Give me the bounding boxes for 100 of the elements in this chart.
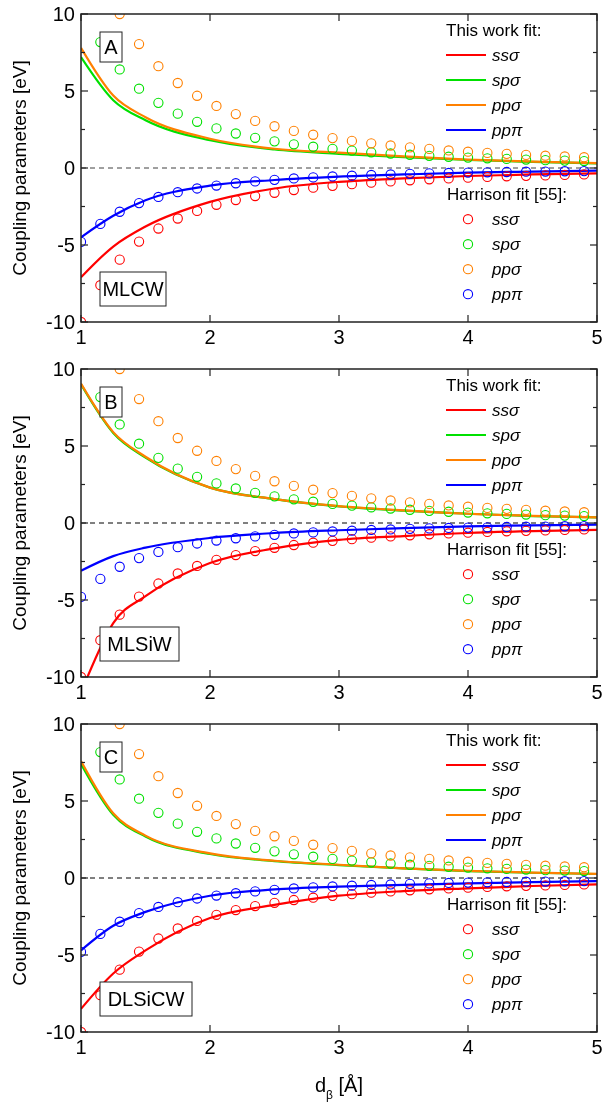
point [211, 535, 222, 546]
y-tick-label: -5 [57, 589, 75, 612]
legend-label: ppπ [491, 121, 523, 141]
point [269, 136, 280, 147]
point [424, 860, 435, 871]
point [269, 187, 280, 198]
point [269, 491, 280, 502]
point [443, 855, 454, 866]
point [520, 525, 532, 536]
point [385, 879, 396, 890]
point [172, 108, 183, 119]
x-tick-label: 1 [75, 326, 87, 348]
point [578, 155, 590, 167]
point [443, 173, 454, 184]
point [133, 946, 145, 957]
point [501, 166, 512, 178]
point [482, 522, 493, 533]
point [559, 879, 570, 891]
point [211, 478, 222, 489]
point [424, 523, 435, 534]
point [520, 880, 532, 891]
legend-label: ppσ [491, 451, 522, 471]
point [269, 121, 280, 132]
point [308, 839, 319, 850]
point [443, 151, 454, 162]
y-tick-label: 0 [63, 157, 75, 180]
point [482, 153, 493, 164]
point [211, 123, 222, 134]
point [578, 520, 590, 532]
legend-label: ppπ [491, 476, 523, 496]
y-tick-label: 10 [52, 358, 75, 381]
point [327, 143, 338, 155]
y-tick-label: -10 [46, 666, 75, 689]
point [540, 170, 551, 181]
point [559, 166, 570, 177]
point [288, 528, 299, 539]
point [366, 138, 377, 149]
point [327, 853, 338, 865]
point [366, 169, 377, 181]
point [346, 880, 358, 891]
point [250, 545, 261, 557]
point [95, 928, 106, 940]
text: Harrison fit [55]: [447, 540, 567, 560]
point [114, 916, 125, 927]
point [191, 800, 203, 811]
point [153, 97, 164, 109]
point [172, 542, 183, 553]
y-axis-title: Coupling parameters [eV] [9, 770, 30, 986]
point [250, 176, 261, 187]
y-tick-label: 0 [63, 867, 75, 890]
point [172, 463, 183, 474]
point [230, 533, 241, 544]
point [269, 476, 280, 487]
point [443, 528, 454, 539]
legend-label: spσ [492, 590, 521, 610]
point [288, 173, 299, 184]
point [462, 522, 474, 533]
point [501, 508, 512, 520]
x-tick-label: 2 [204, 326, 216, 348]
point [501, 526, 512, 537]
x-tick-label: 4 [462, 681, 474, 703]
legend-label: ssσ [492, 46, 520, 66]
point [424, 853, 435, 865]
x-tick-label: 2 [204, 1036, 216, 1058]
point [327, 890, 338, 902]
point [385, 524, 396, 535]
point [366, 532, 377, 543]
point [191, 471, 203, 482]
point [211, 890, 222, 901]
legend-label: spσ [492, 945, 521, 965]
point [578, 510, 590, 522]
point [327, 132, 338, 144]
point [133, 793, 145, 804]
x-tick-label: 5 [591, 326, 602, 348]
point [211, 455, 222, 467]
point [501, 503, 512, 514]
point [327, 180, 338, 192]
point [269, 897, 280, 908]
point [559, 521, 570, 532]
point [559, 151, 570, 162]
point [114, 561, 125, 572]
point [133, 38, 145, 50]
point [482, 877, 493, 888]
point [288, 494, 299, 505]
legend-label: ppσ [491, 970, 522, 990]
line-series [81, 523, 597, 572]
point [404, 497, 416, 508]
point [153, 416, 164, 427]
point [578, 152, 590, 163]
point [230, 128, 241, 139]
point [346, 525, 358, 536]
point [540, 505, 551, 516]
x-tick-label: 4 [462, 326, 474, 348]
point [559, 524, 570, 536]
point [482, 526, 493, 538]
point [114, 206, 125, 217]
point [385, 858, 396, 869]
point [404, 859, 416, 870]
point [308, 496, 319, 507]
point [288, 849, 299, 860]
